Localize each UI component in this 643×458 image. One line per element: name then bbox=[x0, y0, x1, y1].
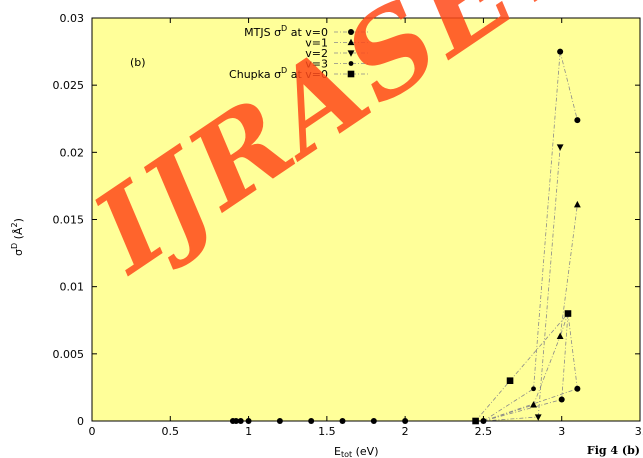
y-axis-title-main: σ bbox=[12, 249, 25, 256]
y-axis: 0 0.005 0.01 0.015 0.02 0.025 0.03 bbox=[53, 12, 640, 428]
figure-label: Fig 4 (b) bbox=[587, 444, 640, 457]
data-point bbox=[574, 385, 581, 392]
connector-line bbox=[537, 146, 561, 418]
legend-marker bbox=[348, 29, 354, 35]
data-point bbox=[574, 117, 580, 123]
data-point bbox=[564, 310, 572, 317]
legend-label: v=1 bbox=[305, 37, 328, 50]
x-tick-label: 2 bbox=[402, 425, 409, 438]
y-axis-title: σD (Å2) bbox=[10, 218, 25, 256]
connector-line bbox=[483, 416, 539, 422]
connector-line bbox=[567, 313, 578, 389]
y-axis-title-unit: (Å bbox=[12, 227, 25, 243]
x-axis-title: Etot (eV) bbox=[334, 445, 379, 458]
connector-line bbox=[483, 388, 578, 422]
connector-line bbox=[483, 388, 534, 422]
data-point bbox=[530, 401, 537, 408]
legend-marker bbox=[347, 70, 355, 78]
data-point bbox=[557, 48, 564, 55]
x-tick-label: 2.5 bbox=[475, 425, 493, 438]
y-axis-title-sup: D bbox=[10, 243, 19, 249]
legend-marker bbox=[347, 50, 355, 57]
connector-line bbox=[509, 313, 569, 381]
x-axis-title-sub: tot bbox=[341, 450, 352, 458]
data-point bbox=[534, 414, 542, 421]
data-point bbox=[506, 377, 514, 384]
connector-line bbox=[533, 336, 561, 406]
legend-marker bbox=[347, 38, 355, 46]
y-tick-label: 0.015 bbox=[53, 214, 85, 227]
y-tick-label: 0.01 bbox=[60, 281, 85, 294]
y-axis-title-unit-sup: 2 bbox=[10, 222, 19, 227]
x-tick-label: 0 bbox=[89, 425, 96, 438]
legend-label: Chupka σD at v=0 bbox=[229, 66, 328, 81]
x-tick-label: 3. bbox=[635, 425, 643, 438]
x-tick-label: 0.5 bbox=[162, 425, 180, 438]
x-axis: 0 0.5 1 1.5 2 2.5 3 3. bbox=[89, 18, 643, 438]
legend-label: MTJS σD at v=0 bbox=[244, 24, 328, 39]
data-point bbox=[558, 396, 565, 403]
connector-line bbox=[559, 51, 578, 121]
data-point bbox=[531, 386, 536, 392]
data-point bbox=[556, 332, 564, 339]
plot-area bbox=[92, 18, 640, 421]
panel-label: (b) bbox=[130, 56, 146, 69]
connector-line bbox=[559, 204, 578, 337]
y-axis-title-close: ) bbox=[12, 218, 25, 222]
data-point bbox=[556, 144, 564, 151]
legend-marker bbox=[348, 61, 354, 66]
connector-line bbox=[559, 313, 569, 337]
y-tick-label: 0.03 bbox=[60, 12, 85, 25]
x-axis-title-unit: (eV) bbox=[352, 445, 378, 458]
y-tick-label: 0.02 bbox=[60, 146, 85, 159]
x-tick-label: 3 bbox=[558, 425, 565, 438]
connector-line bbox=[533, 51, 561, 389]
data-point bbox=[573, 200, 581, 208]
connector-lines bbox=[475, 51, 578, 422]
y-tick-label: 0.005 bbox=[53, 348, 85, 361]
y-tick-label: 0 bbox=[77, 415, 84, 428]
legend-label: v=3 bbox=[305, 58, 328, 71]
x-tick-label: 1 bbox=[245, 425, 252, 438]
legend-label: v=2 bbox=[305, 47, 328, 60]
x-tick-label: 1.5 bbox=[318, 425, 336, 438]
y-tick-label: 0.025 bbox=[53, 79, 85, 92]
x-axis-title-main: E bbox=[334, 445, 341, 458]
